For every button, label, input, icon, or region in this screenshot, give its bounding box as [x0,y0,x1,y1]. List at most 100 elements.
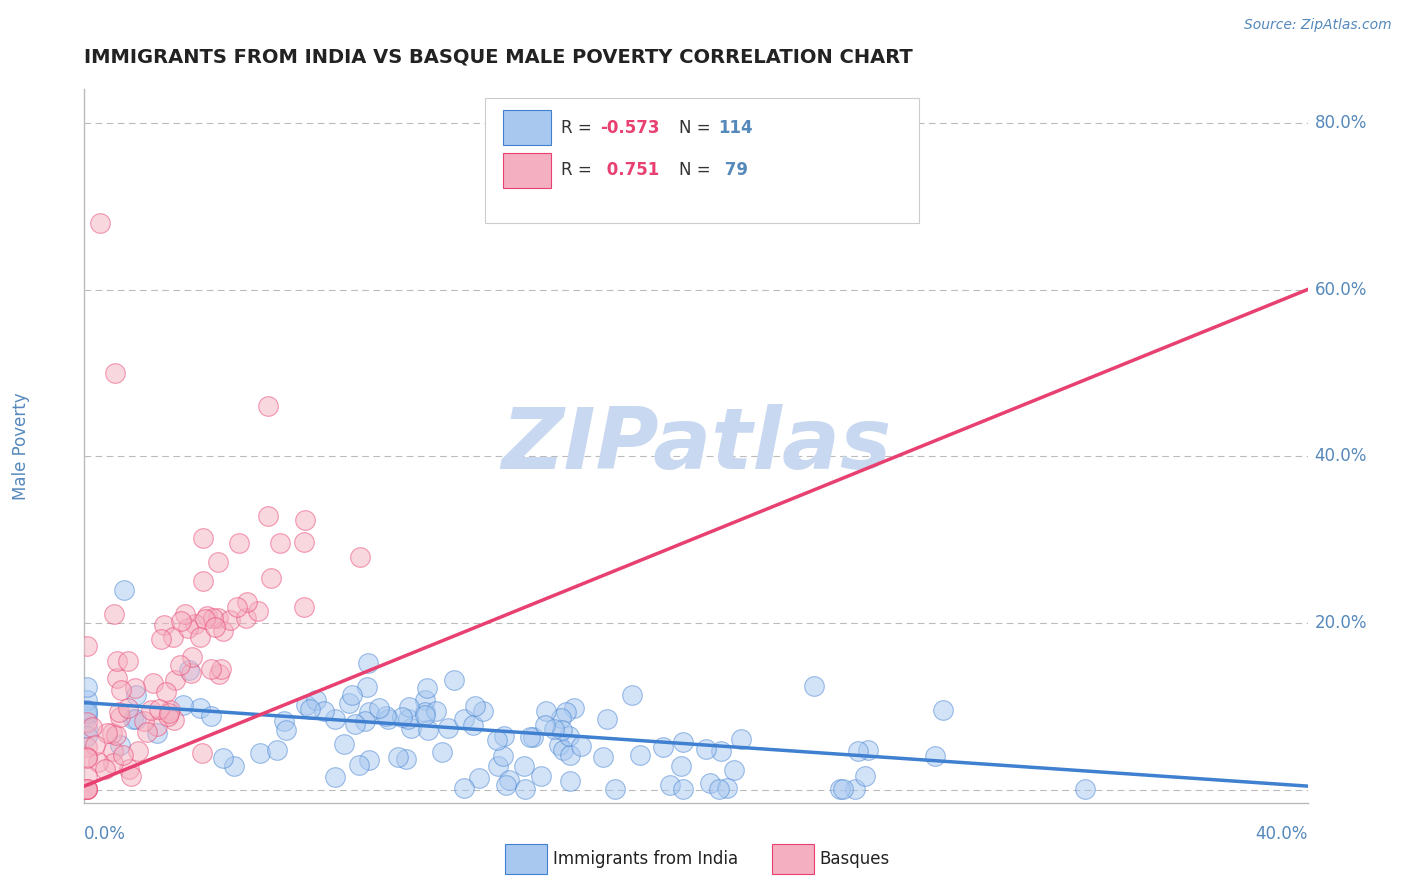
Point [188,701,211,715]
Point [495,778,517,792]
Point [830,782,852,797]
Point [359,753,381,767]
Point [194,612,217,626]
Point [333,737,356,751]
Text: 114: 114 [718,119,754,136]
Point [120,769,142,783]
Point [117,654,139,668]
Point [832,782,855,797]
Point [924,749,946,764]
Point [672,782,695,797]
Text: 40.0%: 40.0% [1256,825,1308,843]
Point [453,781,475,796]
Text: R =: R = [561,161,598,179]
Point [76,782,98,797]
Point [108,705,131,719]
Point [76,740,98,755]
Point [377,712,399,726]
Point [142,676,165,690]
Point [177,621,200,635]
Point [212,751,235,765]
Point [707,782,730,797]
Point [155,685,177,699]
Point [853,769,876,783]
Point [101,744,124,758]
Point [87,755,110,769]
Point [273,714,295,728]
Point [344,717,367,731]
Point [169,658,191,673]
Point [846,744,869,758]
Point [191,746,214,760]
Point [104,366,127,380]
Point [146,725,169,739]
Point [299,702,322,716]
Point [323,712,346,726]
Text: N =: N = [679,161,716,179]
Point [292,599,315,614]
Point [257,400,280,414]
Point [132,714,155,728]
Point [695,742,717,756]
Point [513,759,536,773]
Point [391,710,413,724]
Text: 80.0%: 80.0% [1315,113,1367,132]
Point [180,665,202,680]
Point [201,610,224,624]
Point [153,617,176,632]
Point [486,758,509,772]
Point [596,712,619,726]
Point [730,731,752,746]
Point [669,759,692,773]
Text: Male Poverty: Male Poverty [13,392,30,500]
Point [269,536,291,550]
Point [108,738,131,752]
Point [395,752,418,766]
Point [103,756,125,770]
Point [522,730,544,744]
Point [658,778,681,792]
Point [550,710,572,724]
Point [387,749,409,764]
Point [592,749,614,764]
Point [224,759,246,773]
Point [110,683,132,698]
Point [110,709,132,723]
Point [172,698,194,712]
Point [274,723,297,738]
Point [246,604,269,618]
Point [124,713,146,727]
Point [256,509,278,524]
Point [124,681,146,695]
Point [453,712,475,726]
Point [803,679,825,693]
Point [558,729,581,743]
Point [76,768,98,782]
Point [603,782,626,797]
Point [357,656,380,670]
Point [628,748,651,763]
Point [709,744,731,758]
Point [211,624,233,638]
Point [207,610,229,624]
Point [146,719,169,733]
Point [432,745,454,759]
Point [342,689,364,703]
Point [173,607,195,621]
Text: IMMIGRANTS FROM INDIA VS BASQUE MALE POVERTY CORRELATION CHART: IMMIGRANTS FROM INDIA VS BASQUE MALE POV… [84,48,912,67]
Point [620,688,643,702]
Text: Source: ZipAtlas.com: Source: ZipAtlas.com [1244,18,1392,32]
Point [94,762,117,776]
Point [294,514,316,528]
Text: 20.0%: 20.0% [1315,615,1367,632]
Point [415,681,437,695]
Point [356,680,378,694]
Point [534,717,557,731]
Point [337,697,360,711]
Text: ZIPatlas: ZIPatlas [501,404,891,488]
Point [180,649,202,664]
Point [76,714,98,729]
Point [413,705,436,719]
Point [76,693,98,707]
Text: R =: R = [561,119,598,136]
